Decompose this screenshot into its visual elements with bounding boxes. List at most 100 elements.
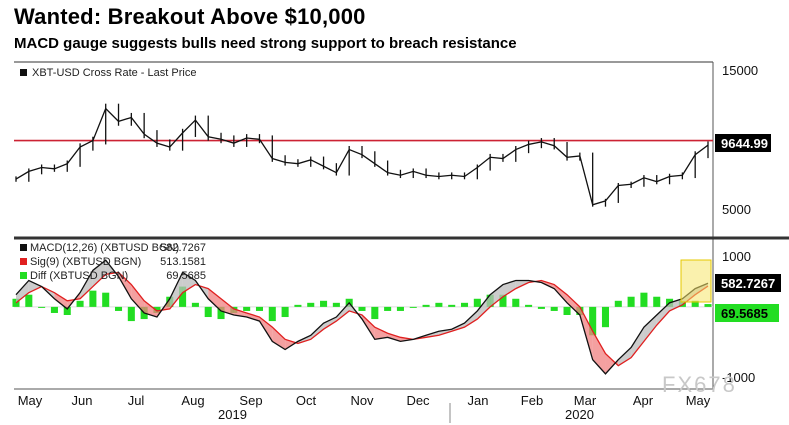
x-tick-label: Jan — [468, 393, 489, 408]
price-legend-swatch — [20, 69, 27, 76]
macd-signal-fill — [374, 327, 388, 340]
diff-bar — [512, 298, 520, 307]
macd-signal-fill — [605, 353, 619, 374]
year-label-2019: 2019 — [218, 407, 247, 422]
macd-signal-fill — [592, 331, 606, 374]
macd-signal-fill — [80, 270, 93, 299]
diff-legend-value: 69.5685 — [166, 270, 206, 282]
diff-bar — [525, 304, 533, 307]
sig-legend-value: 513.1581 — [160, 256, 206, 268]
diff-bar — [320, 300, 328, 307]
macd-line — [15, 259, 709, 375]
macd-signal-fill — [144, 300, 157, 318]
sig-legend-swatch — [20, 258, 27, 265]
macd-signal-fill — [28, 280, 42, 293]
macd-signal-fill — [477, 294, 491, 320]
diff-bar — [409, 306, 417, 308]
diff-bar — [204, 306, 212, 318]
macd-signal-fill — [182, 272, 196, 293]
x-tick-label: Oct — [296, 393, 317, 408]
diff-bar — [38, 306, 46, 308]
macd-panel — [12, 259, 713, 375]
macd-signal-fill — [464, 310, 478, 328]
diff-bar — [127, 306, 135, 322]
diff-bar — [114, 306, 123, 311]
diff-value-tag-text: 69.5685 — [721, 306, 768, 321]
x-tick-label: Feb — [521, 393, 543, 408]
macd-signal-fill — [643, 315, 657, 342]
macd-signal-fill — [272, 327, 286, 350]
diff-bar — [102, 292, 110, 307]
macd-signal-fill — [16, 280, 29, 303]
price-legend: XBT-USD Cross Rate - Last Price — [20, 67, 196, 79]
macd-legend-swatch — [20, 244, 27, 251]
macd-signal-fill — [221, 298, 234, 315]
macd-signal-fill — [208, 288, 222, 311]
x-tick-label: Sep — [239, 393, 262, 408]
diff-bar — [589, 306, 597, 336]
diff-bar — [63, 306, 71, 315]
diff-bar — [268, 306, 276, 322]
diff-value-tag-box — [715, 304, 779, 322]
diff-bar — [294, 304, 302, 307]
diff-bar — [396, 306, 404, 311]
macd-signal-fill — [336, 302, 350, 322]
price-value-tag-text: 9644.99 — [721, 136, 768, 151]
diff-bar — [499, 294, 507, 307]
diff-bar — [12, 298, 20, 307]
macd-highlight-box — [680, 259, 712, 303]
macd-signal-fill — [567, 294, 580, 315]
diff-bar — [563, 306, 571, 315]
price-legend-label: XBT-USD Cross Rate - Last Price — [32, 67, 196, 79]
macd-signal-fill — [618, 347, 632, 366]
watermark: FX678 — [662, 372, 737, 397]
diff-bar — [473, 298, 481, 307]
x-tick-label: Aug — [181, 393, 204, 408]
diff-bar — [358, 306, 366, 311]
chart-title: Wanted: Breakout Above $10,000 — [14, 4, 366, 29]
diff-bar — [448, 304, 456, 307]
macd-legend: MACD(12,26) (XBTUSD BGN) 582.7267 Sig(9)… — [20, 242, 206, 282]
macd-signal-fill — [54, 292, 68, 309]
x-tick-label: May — [686, 393, 711, 408]
macd-value-tag-text: 582.7267 — [721, 276, 775, 291]
macd-legend-label: MACD(12,26) (XBTUSD BGN) — [30, 242, 179, 254]
price-value-tag: 9644.99 — [715, 134, 771, 152]
diff-bar — [640, 292, 648, 307]
diff-bar — [371, 306, 379, 320]
diff-bar — [627, 296, 635, 307]
macd-signal-fill — [502, 280, 516, 297]
y-tick-5000: 5000 — [722, 202, 751, 217]
diff-bar — [281, 306, 289, 318]
diff-bar — [332, 302, 340, 307]
macd-signal-fill — [323, 317, 337, 330]
diff-bar — [50, 306, 58, 313]
diff-bar — [255, 306, 264, 311]
diff-bar — [217, 306, 225, 320]
diff-bar — [179, 286, 187, 307]
diff-bar — [435, 302, 443, 307]
macd-signal-fill — [246, 312, 260, 322]
macd-signal-fill — [631, 327, 644, 358]
diff-bar — [614, 300, 622, 307]
diff-bar — [601, 306, 610, 328]
x-tick-label: Nov — [350, 393, 374, 408]
y-tick-minus-1000: -1000 — [722, 370, 755, 385]
sig-legend-label: Sig(9) (XBTUSD BGN) — [30, 256, 141, 268]
price-line — [15, 107, 709, 206]
diff-bar — [89, 290, 97, 307]
diff-bar — [243, 306, 251, 311]
diff-bar — [191, 302, 199, 307]
x-tick-label: Jun — [72, 393, 93, 408]
macd-legend-value: 582.7267 — [160, 242, 206, 254]
signal-line — [15, 271, 709, 367]
macd-signal-fill — [131, 284, 145, 313]
x-tick-label: Apr — [633, 393, 654, 408]
chart-subtitle: MACD gauge suggests bulls need strong su… — [14, 35, 517, 52]
macd-value-tag-box — [715, 274, 781, 292]
diff-bar — [691, 300, 699, 307]
x-tick-label: Mar — [574, 393, 597, 408]
diff-bar — [25, 294, 33, 307]
diff-bar — [550, 306, 558, 311]
